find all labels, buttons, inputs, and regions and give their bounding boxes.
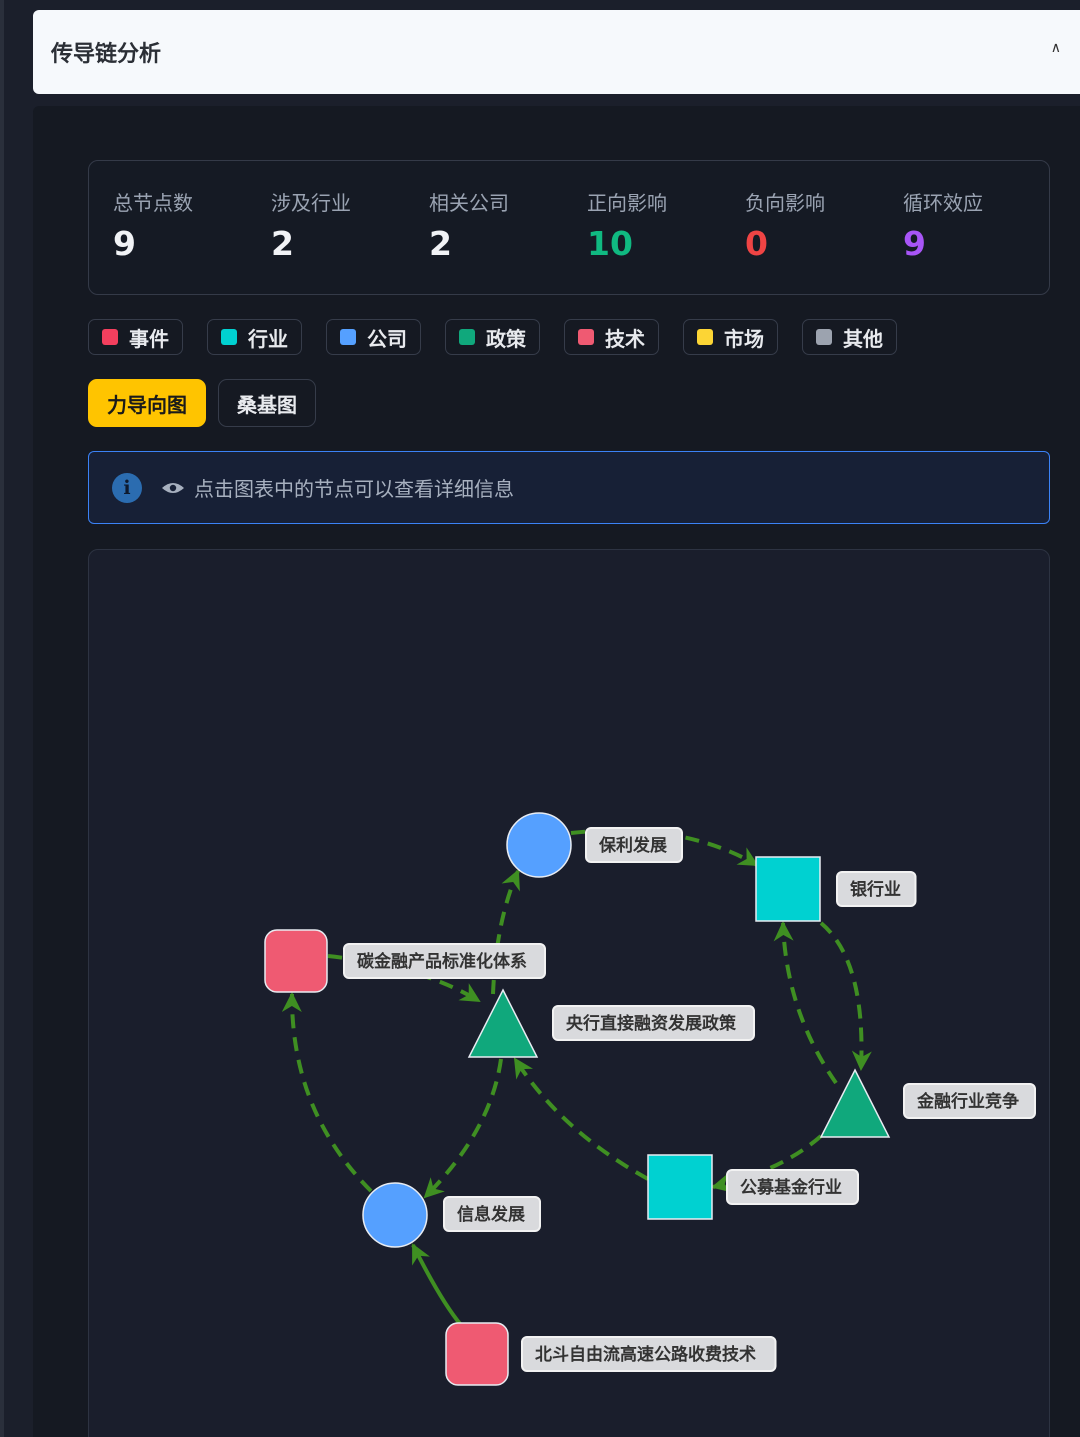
node-label-box xyxy=(903,1083,1036,1119)
stat-label: 负向影响 xyxy=(745,191,825,215)
force-graph-button[interactable]: 力导向图 xyxy=(88,379,206,427)
stat-item: 相关公司 2 xyxy=(429,187,509,263)
node-info[interactable]: 信息发展 xyxy=(362,1182,541,1248)
type-legend: 事件 行业 公司 政策 技术 市场 其他 xyxy=(88,319,897,355)
edge-pboc-info xyxy=(423,1058,503,1199)
stat-item: 负向影响 0 xyxy=(745,187,825,263)
stat-value: 9 xyxy=(113,224,136,263)
chevron-up-icon[interactable]: ∧ xyxy=(1050,40,1061,56)
color-swatch xyxy=(221,329,237,345)
info-icon: i xyxy=(112,472,142,503)
node-shape[interactable] xyxy=(467,988,539,1058)
edge-fund-pboc xyxy=(513,1057,649,1181)
node-label: 碳金融产品标准化体系 xyxy=(357,951,527,972)
node-shape[interactable] xyxy=(445,1322,509,1386)
stat-label: 相关公司 xyxy=(429,191,509,215)
edge-info-carbon xyxy=(281,992,373,1193)
edge-beidou-info xyxy=(411,1243,463,1327)
node-fund[interactable]: 公募基金行业 xyxy=(647,1154,859,1220)
color-swatch xyxy=(340,329,356,345)
node-label: 央行直接融资发展政策 xyxy=(566,1013,737,1034)
node-shape[interactable] xyxy=(819,1068,891,1138)
stat-value: 9 xyxy=(903,224,926,263)
stat-item: 总节点数 9 xyxy=(113,187,193,263)
node-bank[interactable]: 银行业 xyxy=(755,856,917,922)
edge-bank-fincomp xyxy=(819,921,872,1071)
stat-value: 0 xyxy=(745,224,768,263)
stat-item: 正向影响 10 xyxy=(587,187,667,263)
node-baoli[interactable]: 保利发展 xyxy=(506,812,683,878)
stat-value: 2 xyxy=(429,224,452,263)
legend-chip[interactable]: 行业 xyxy=(207,319,302,355)
info-banner: i 点击图表中的节点可以查看详细信息 xyxy=(88,451,1050,524)
stats-card: 总节点数 9 涉及行业 2 相关公司 2 正向影响 10 负向影响 0 循环效应 9 xyxy=(88,160,1050,295)
stat-item: 涉及行业 2 xyxy=(271,187,351,263)
color-swatch xyxy=(816,329,832,345)
node-shape[interactable] xyxy=(264,929,328,993)
color-swatch xyxy=(578,329,594,345)
node-shape[interactable] xyxy=(362,1182,428,1248)
node-label: 保利发展 xyxy=(598,835,667,856)
legend-label: 公司 xyxy=(367,326,407,351)
node-label: 公募基金行业 xyxy=(740,1177,842,1198)
node-pboc[interactable]: 央行直接融资发展政策 xyxy=(467,988,755,1058)
section-title: 传导链分析 xyxy=(51,42,162,67)
node-beidou[interactable]: 北斗自由流高速公路收费技术 xyxy=(445,1322,777,1386)
node-label-box xyxy=(726,1169,859,1205)
node-label-box xyxy=(585,827,683,863)
node-shape[interactable] xyxy=(506,812,572,878)
legend-label: 政策 xyxy=(486,326,526,351)
stat-value: 2 xyxy=(271,224,294,263)
left-edge xyxy=(0,0,4,1437)
node-label-box xyxy=(443,1196,541,1232)
stat-label: 涉及行业 xyxy=(271,191,351,215)
sankey-button[interactable]: 桑基图 xyxy=(218,379,316,427)
legend-label: 技术 xyxy=(605,326,645,351)
legend-chip[interactable]: 公司 xyxy=(326,319,421,355)
legend-chip[interactable]: 政策 xyxy=(445,319,540,355)
edge-fincomp-bank xyxy=(773,921,838,1085)
node-label-box xyxy=(343,943,546,979)
force-graph[interactable]: 保利发展银行业碳金融产品标准化体系央行直接融资发展政策金融行业竞争公募基金行业信… xyxy=(88,549,1050,1437)
color-swatch xyxy=(459,329,475,345)
stat-label: 循环效应 xyxy=(903,191,983,215)
node-label: 信息发展 xyxy=(457,1204,525,1225)
node-label-box xyxy=(521,1336,777,1372)
view-mode-switch: 力导向图 桑基图 xyxy=(88,379,316,427)
stat-value: 10 xyxy=(587,224,633,263)
legend-chip[interactable]: 市场 xyxy=(683,319,778,355)
legend-label: 市场 xyxy=(724,326,764,351)
node-fincomp[interactable]: 金融行业竞争 xyxy=(819,1068,1036,1138)
legend-chip[interactable]: 技术 xyxy=(564,319,659,355)
node-label: 北斗自由流高速公路收费技术 xyxy=(535,1344,756,1365)
node-shape[interactable] xyxy=(755,856,821,922)
stat-label: 正向影响 xyxy=(587,191,667,215)
legend-label: 事件 xyxy=(129,326,169,351)
graph-canvas[interactable]: 保利发展银行业碳金融产品标准化体系央行直接融资发展政策金融行业竞争公募基金行业信… xyxy=(89,550,1050,1437)
node-label-box xyxy=(836,871,917,907)
node-label: 银行业 xyxy=(850,879,901,900)
stat-label: 总节点数 xyxy=(113,191,193,215)
legend-label: 行业 xyxy=(248,326,288,351)
node-carbon[interactable]: 碳金融产品标准化体系 xyxy=(264,929,546,993)
info-text: 点击图表中的节点可以查看详细信息 xyxy=(194,477,514,501)
color-swatch xyxy=(697,329,713,345)
eye-icon xyxy=(162,482,184,493)
legend-label: 其他 xyxy=(843,326,883,351)
section-header[interactable]: 传导链分析 ∧ xyxy=(33,10,1080,94)
stat-item: 循环效应 9 xyxy=(903,187,983,263)
color-swatch xyxy=(102,329,118,345)
node-label-box xyxy=(552,1005,755,1041)
analysis-panel: 总节点数 9 涉及行业 2 相关公司 2 正向影响 10 负向影响 0 循环效应 9 事件 行业 公司 政策… xyxy=(33,106,1080,1437)
node-label: 金融行业竞争 xyxy=(916,1091,1019,1112)
legend-chip[interactable]: 事件 xyxy=(88,319,183,355)
legend-chip[interactable]: 其他 xyxy=(802,319,897,355)
edge-carbon-pboc xyxy=(327,954,481,1003)
node-shape[interactable] xyxy=(647,1154,713,1220)
